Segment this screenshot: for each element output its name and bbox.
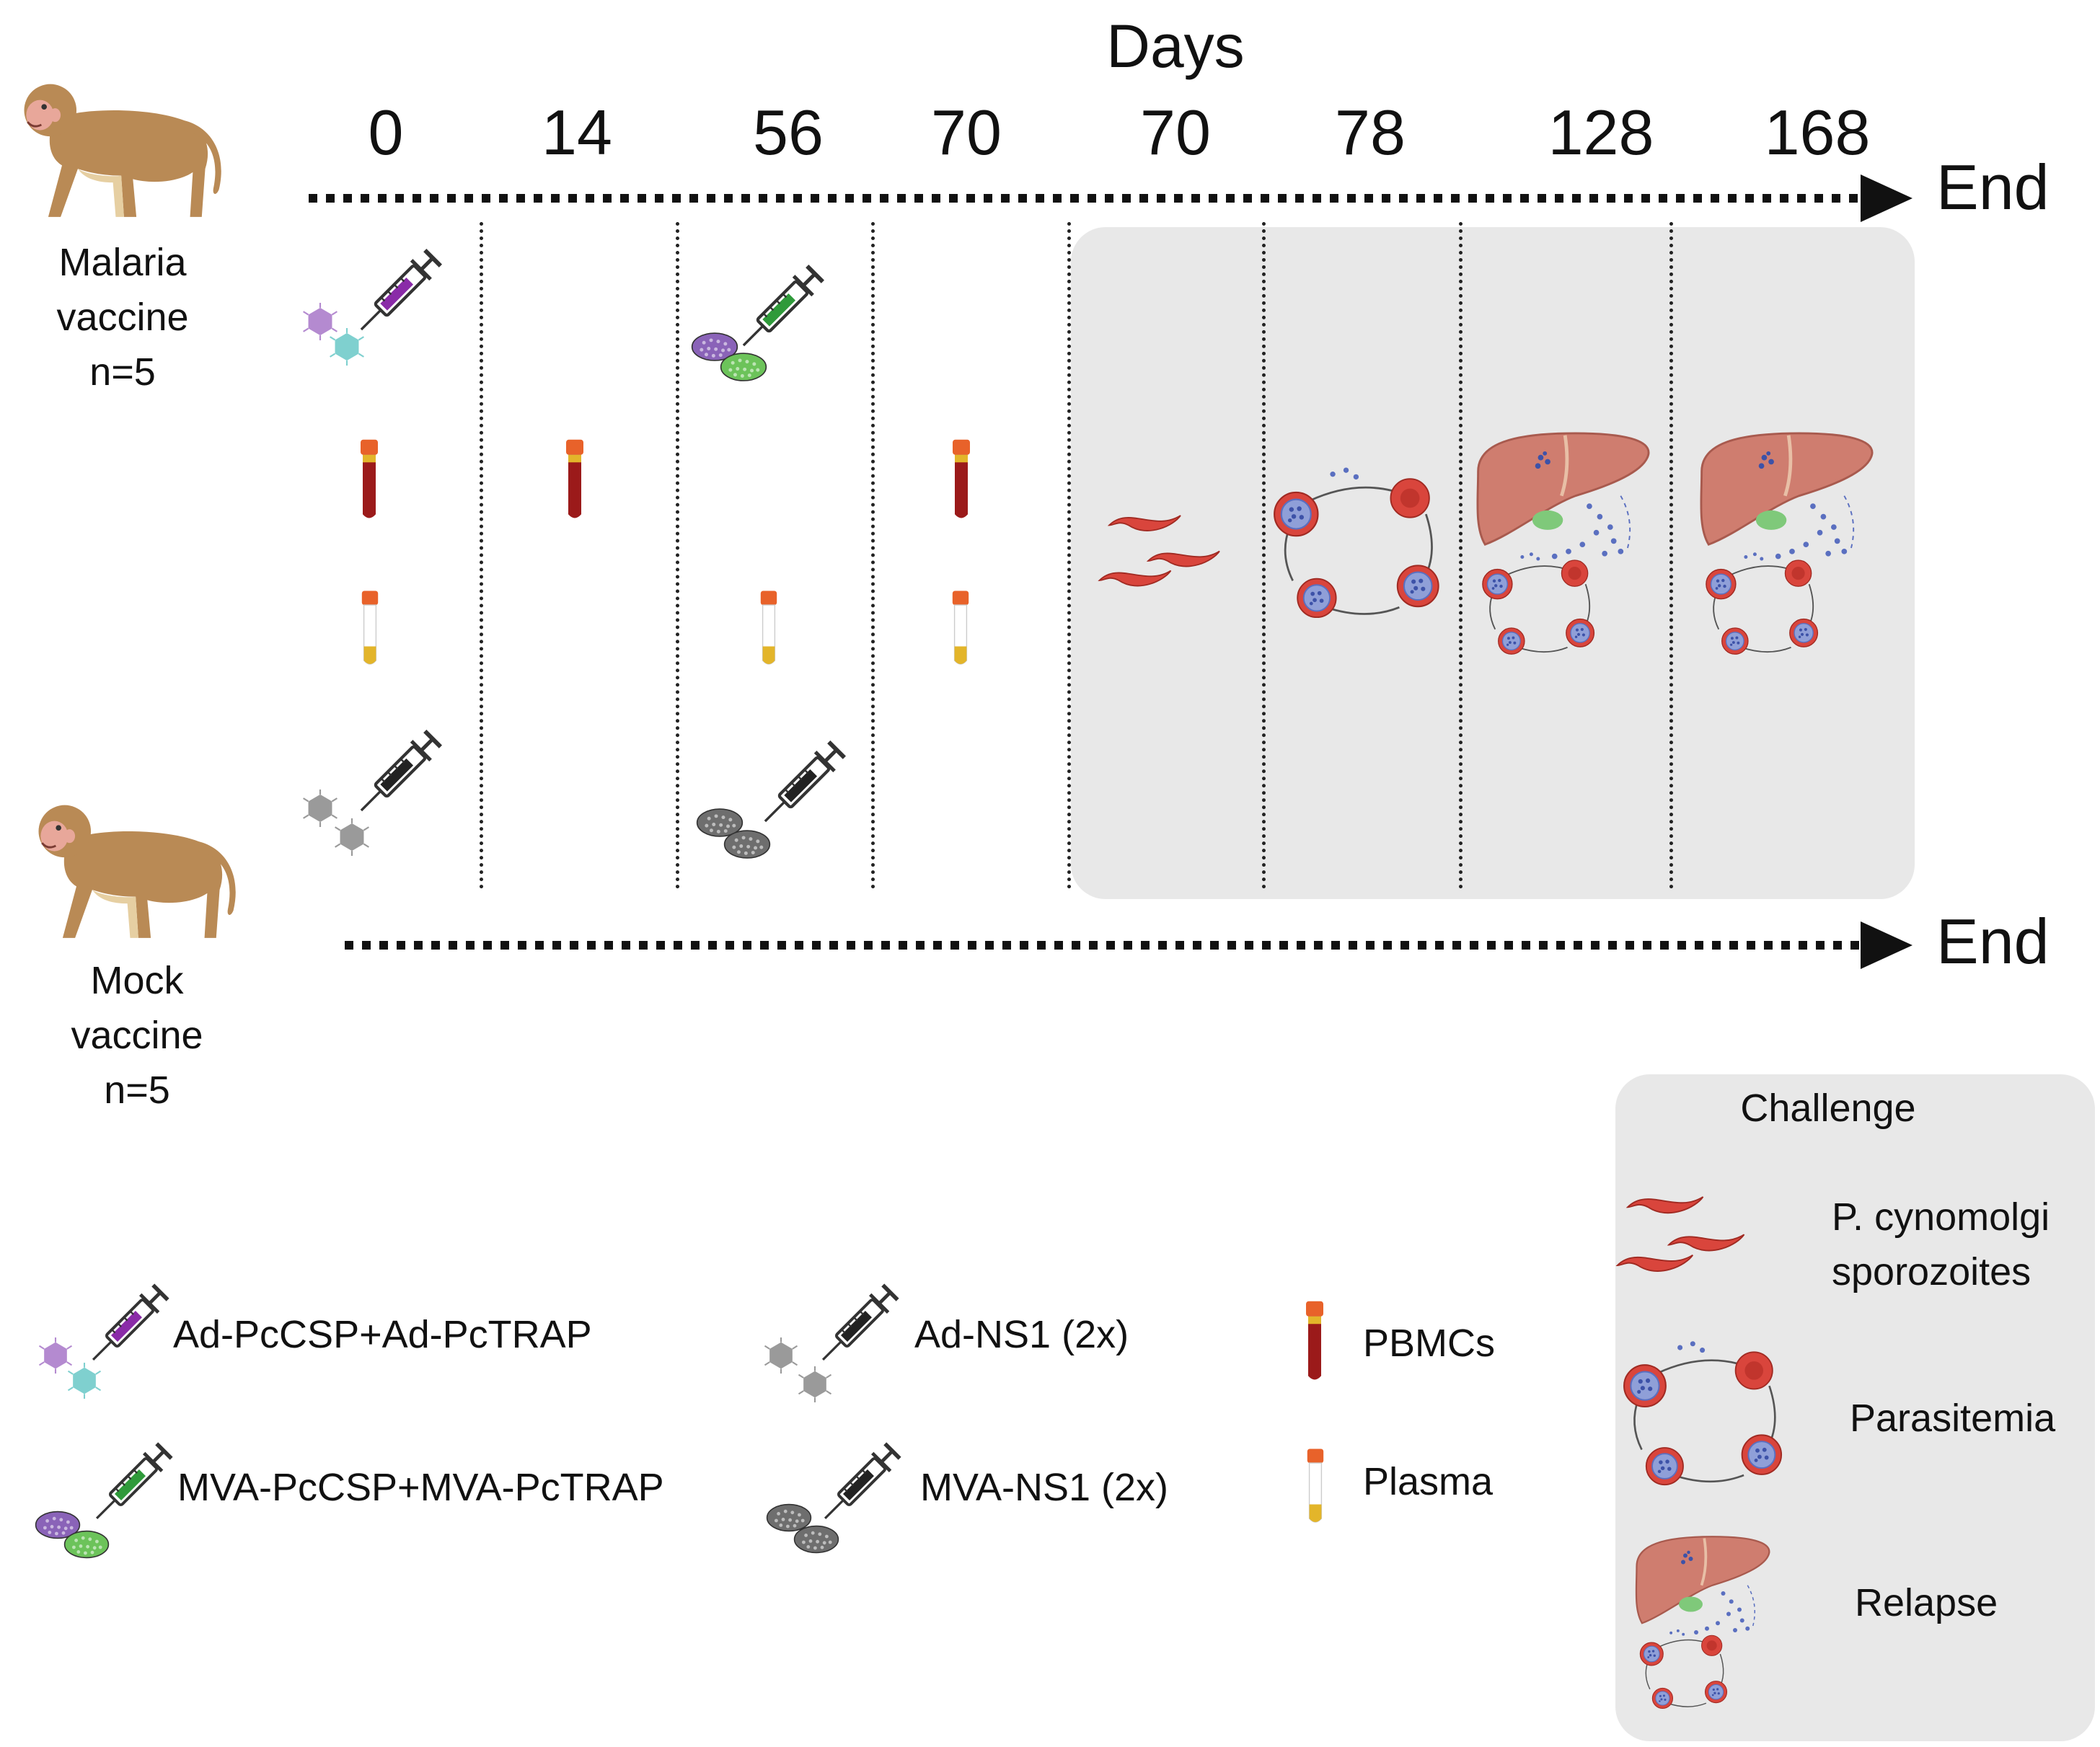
end-label-bottom: End — [1936, 906, 2050, 977]
day-label: 78 — [1335, 97, 1406, 168]
malaria-timeline-arrow — [309, 174, 1912, 222]
legend-pbmcs: PBMCs — [1363, 1322, 1496, 1365]
day-label: 0 — [368, 97, 404, 168]
legend-ad-mock: Ad-NS1 (2x) — [914, 1313, 1129, 1356]
blood-tube-icon — [564, 433, 586, 528]
figure-title: Days — [1106, 12, 1245, 80]
legend-ad-malaria: Ad-PcCSP+Ad-PcTRAP — [173, 1313, 592, 1356]
mock-group-label: Mock vaccine n=5 — [29, 953, 245, 1118]
virus-icon — [763, 1337, 799, 1374]
day-separator — [1262, 222, 1266, 889]
sporozoite-icon — [1096, 497, 1226, 598]
malaria-group-line1: Malaria — [58, 241, 187, 284]
syringe-icon — [804, 1424, 919, 1539]
day-label: 70 — [931, 97, 1002, 168]
mock-group-line3: n=5 — [104, 1069, 170, 1112]
legend-sporozoites-line2: sporozoites — [1832, 1250, 2031, 1293]
syringe-icon — [802, 1265, 917, 1381]
mva-particle-icon — [793, 1525, 839, 1554]
mock-timeline-arrow — [345, 921, 1912, 969]
day-separator — [676, 222, 679, 889]
legend-parasitemia: Parasitemia — [1850, 1397, 2056, 1440]
day-label: 70 — [1140, 97, 1211, 168]
mock-group-line1: Mock — [90, 959, 184, 1002]
legend-sporozoites-line1: P. cynomolgi — [1832, 1195, 2050, 1239]
day-separator — [871, 222, 875, 889]
end-label-top: End — [1936, 151, 2050, 223]
challenge-legend-title: Challenge — [1740, 1087, 1916, 1130]
syringe-icon — [76, 1424, 191, 1539]
plasma-tube-icon — [1305, 1442, 1325, 1531]
syringe-icon — [721, 245, 844, 368]
malaria-group-line2: vaccine — [56, 296, 189, 339]
challenge-period-panel — [1071, 227, 1915, 899]
liver-relapse-icon — [1471, 425, 1666, 671]
liver-relapse-icon — [1631, 1529, 1783, 1723]
syringe-icon — [339, 710, 462, 833]
malaria-group-line3: n=5 — [89, 350, 156, 394]
virus-icon — [328, 328, 366, 366]
mock-group-line2: vaccine — [71, 1014, 203, 1057]
virus-icon — [333, 818, 371, 856]
monkey-icon — [22, 800, 252, 952]
parasitemia-cycle-icon — [1623, 1330, 1788, 1492]
blood-tube-icon — [950, 433, 972, 528]
plasma-tube-icon — [360, 584, 380, 673]
monkey-icon — [7, 79, 238, 231]
virus-icon — [66, 1363, 102, 1399]
mva-particle-icon — [723, 829, 771, 859]
day-label: 56 — [753, 97, 824, 168]
blood-tube-icon — [358, 433, 380, 528]
day-label: 168 — [1764, 97, 1871, 168]
legend-plasma: Plasma — [1363, 1460, 1494, 1503]
legend-relapse: Relapse — [1855, 1581, 1998, 1624]
legend-mva-malaria: MVA-PcCSP+MVA-PcTRAP — [177, 1466, 664, 1509]
day-separator — [1067, 222, 1071, 889]
virus-icon — [797, 1366, 833, 1402]
syringe-icon — [743, 721, 865, 844]
day-label: 14 — [542, 97, 612, 168]
day-separator — [1459, 222, 1462, 889]
plasma-tube-icon — [950, 584, 971, 673]
sporozoite-icon — [1614, 1179, 1751, 1283]
parasitemia-cycle-icon — [1273, 454, 1446, 627]
malaria-group-label: Malaria vaccine n=5 — [14, 235, 231, 399]
legend-sporozoites: P. cynomolgi sporozoites — [1832, 1190, 2050, 1299]
day-label: 128 — [1548, 97, 1654, 168]
challenge-legend-box — [1615, 1074, 2095, 1741]
plasma-tube-icon — [759, 584, 779, 673]
mva-particle-icon — [720, 352, 767, 382]
blood-tube-icon — [1304, 1294, 1325, 1389]
day-separator — [1669, 222, 1673, 889]
liver-relapse-icon — [1695, 425, 1889, 671]
mva-particle-icon — [63, 1530, 110, 1559]
legend-mva-mock: MVA-NS1 (2x) — [920, 1466, 1169, 1509]
day-separator — [480, 222, 483, 889]
